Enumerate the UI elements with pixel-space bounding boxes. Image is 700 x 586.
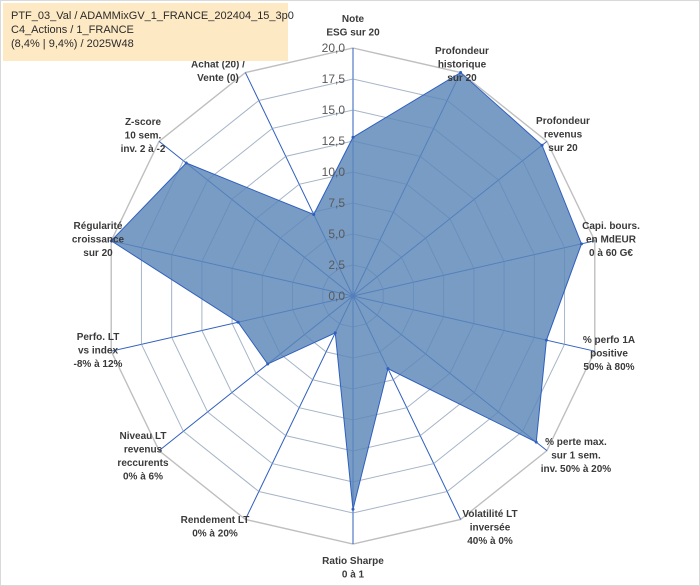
header-line-portfolio: PTF_03_Val / ADAMMixGV_1_FRANCE_202404_1… <box>11 10 294 22</box>
data-point-6 <box>386 367 390 371</box>
data-point-1 <box>459 71 463 75</box>
data-point-4 <box>544 338 548 342</box>
axis-label-6: Volatilité LT inversée 40% à 0% <box>462 509 517 547</box>
axis-label-1: Profondeur historique sur 20 <box>435 46 489 84</box>
axis-label-10: Perfo. LT vs index -8% à 12% <box>74 332 123 370</box>
tick-label-0: 0,0 <box>328 289 345 303</box>
tick-label-1: 2,5 <box>328 258 345 272</box>
axis-label-11: Régularité croissance sur 20 <box>72 221 125 259</box>
axis-label-8: Rendement LT 0% à 20% <box>181 515 250 540</box>
axis-label-12: Z-score 10 sem. inv. 2 à -2 <box>121 117 166 155</box>
data-point-0 <box>351 135 355 139</box>
data-point-8 <box>333 331 337 335</box>
data-point-5 <box>534 440 538 444</box>
data-point-9 <box>266 362 270 366</box>
chart-header: PTF_03_Val / ADAMMixGV_1_FRANCE_202404_1… <box>3 3 294 61</box>
data-point-11 <box>109 239 113 243</box>
axis-label-0: Note ESG sur 20 <box>326 14 380 39</box>
header-line-category: C4_Actions / 1_FRANCE <box>11 24 134 36</box>
header-line-period: (8,4% | 9,4%) / 2025W48 <box>11 38 134 50</box>
tick-label-4: 10,0 <box>322 165 346 179</box>
axis-label-4: % perfo 1A positive 50% à 80% <box>583 335 635 373</box>
axis-label-9: Niveau LT revenus reccurents 0% à 6% <box>117 431 169 483</box>
tick-label-7: 17,5 <box>322 72 346 86</box>
data-point-12 <box>184 161 188 165</box>
tick-label-3: 7,5 <box>328 196 345 210</box>
tick-label-2: 5,0 <box>328 227 345 241</box>
axis-label-5: % perte max. sur 1 sem. inv. 50% à 20% <box>541 437 612 475</box>
tick-label-8: 20,0 <box>322 41 346 55</box>
data-point-13 <box>312 212 316 216</box>
data-point-3 <box>579 242 583 246</box>
radar-series <box>109 71 583 511</box>
tick-label-6: 15,0 <box>322 103 346 117</box>
axis-label-2: Profondeur revenus sur 20 <box>536 116 590 154</box>
tick-label-5: 12,5 <box>322 134 346 148</box>
axis-label-3: Capi. bours. en MdEUR 0 à 60 G€ <box>582 221 640 259</box>
data-point-10 <box>236 320 240 324</box>
axis-label-7: Ratio Sharpe 0 à 1 <box>322 556 384 581</box>
series-area <box>110 71 583 510</box>
data-point-2 <box>540 143 544 147</box>
data-point-7 <box>351 507 355 511</box>
radial-ticks: 0,0 2,5 5,0 7,5 10,0 12,5 15,0 17,5 20,0 <box>322 41 346 303</box>
